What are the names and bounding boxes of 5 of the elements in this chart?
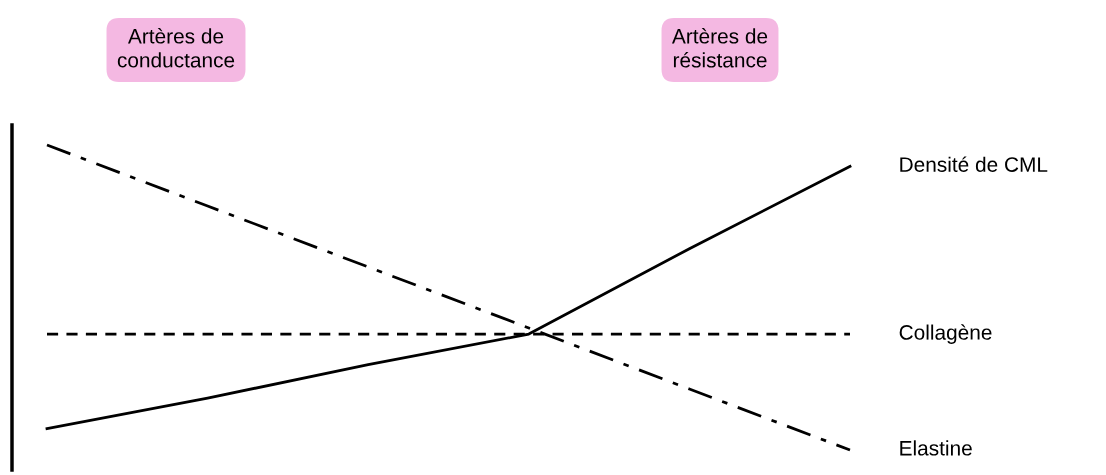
- text: Artères de résistance: [671, 28, 768, 68]
- text: Collagène: [899, 324, 992, 344]
- text: Artères de conductance: [117, 28, 235, 68]
- text: Densité de CML: [900, 156, 1048, 172]
- text: Elastine: [900, 440, 972, 456]
